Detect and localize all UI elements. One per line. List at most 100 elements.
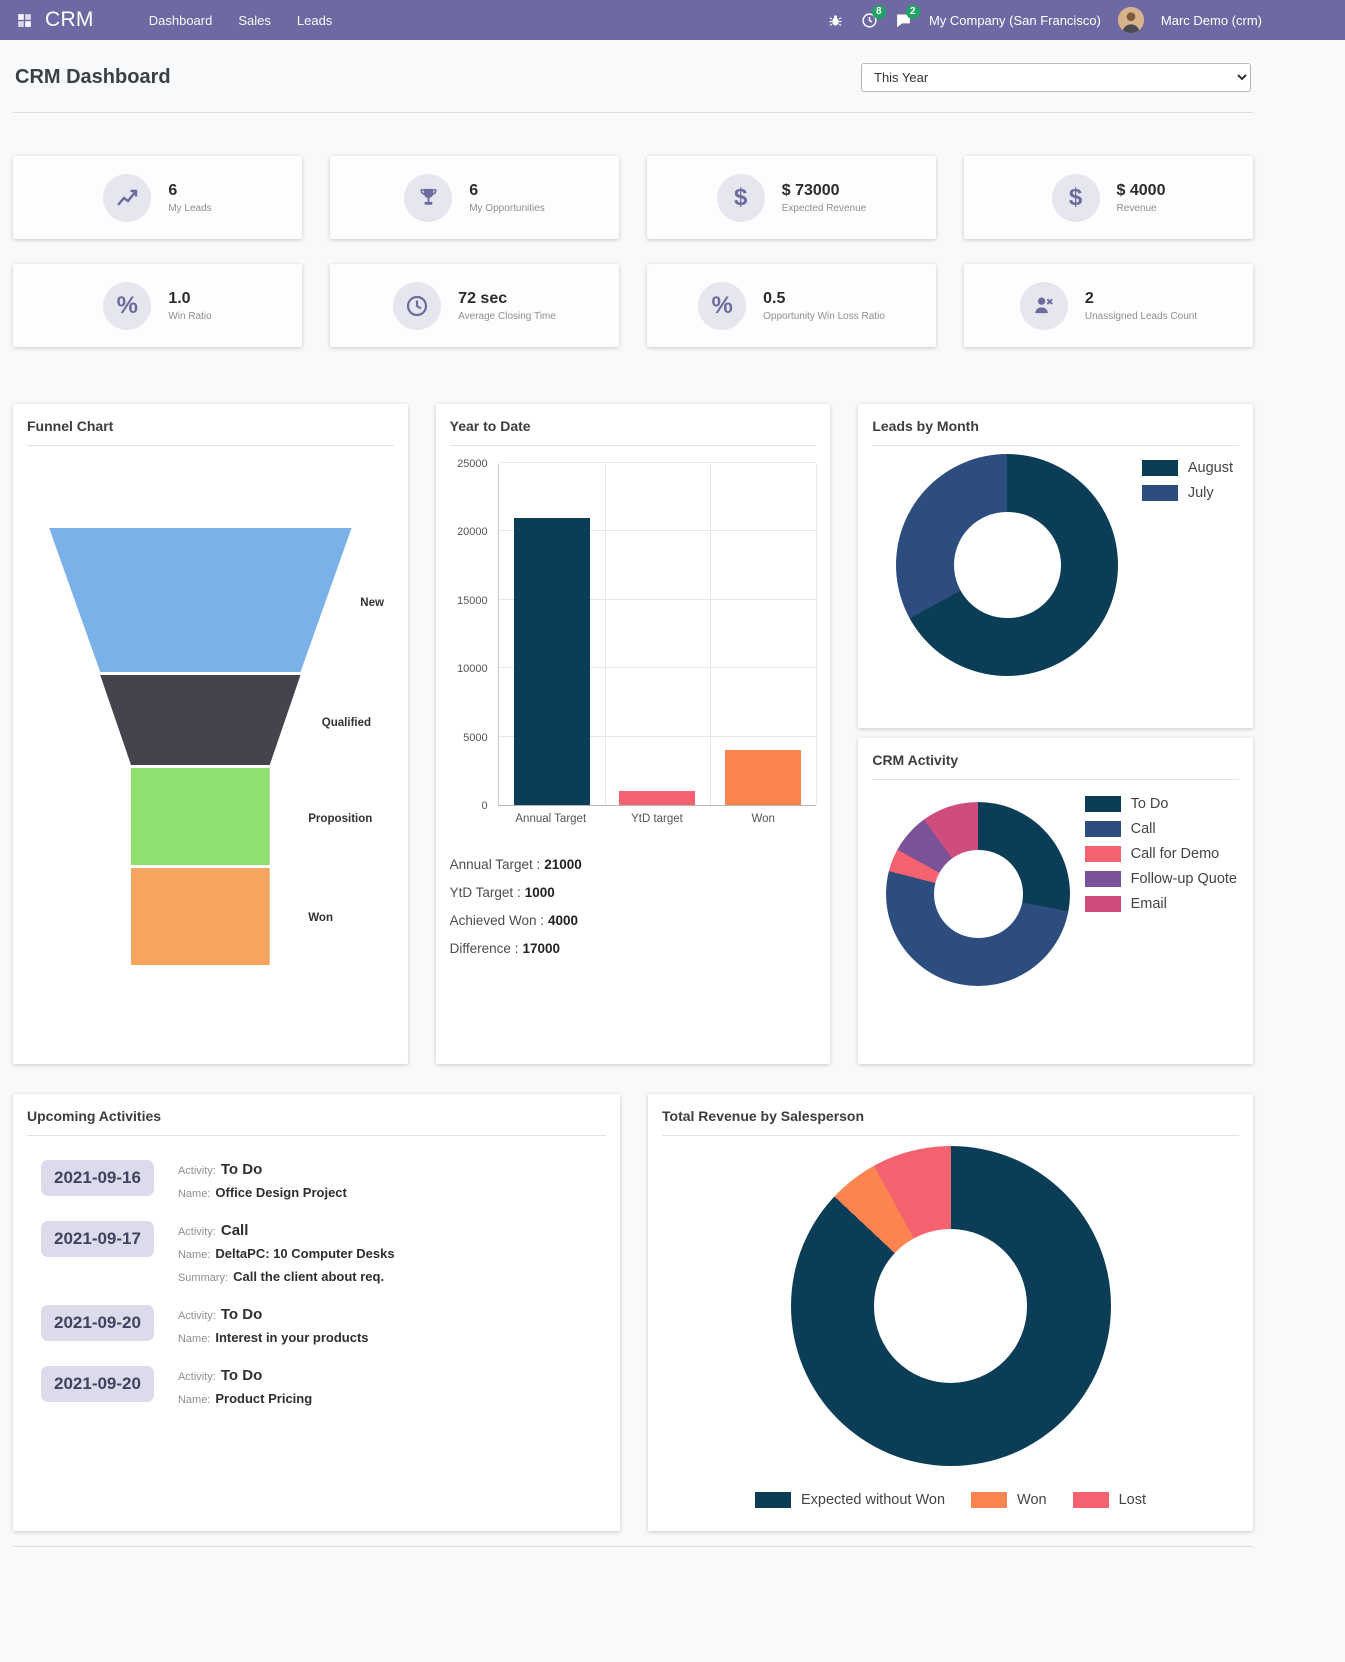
activity-type: To Do xyxy=(220,1306,263,1323)
panel-divider xyxy=(662,1135,1239,1136)
crm-activity-panel: CRM Activity To Do Call Call for Demo Follo… xyxy=(858,738,1253,1064)
legend-item[interactable]: August xyxy=(1141,460,1233,476)
right-chart-column: Leads by Month August July CRM Activity T… xyxy=(858,404,1253,1064)
leads-by-month-donut xyxy=(896,454,1119,676)
activity-row[interactable]: 2021-09-20 Activity: To Do Name: Product Pri… xyxy=(41,1366,606,1408)
activity-info: Activity: To Do Name: Interest in your prod… xyxy=(178,1305,369,1347)
kpi-card-win-ratio[interactable]: % 1.0 Win Ratio xyxy=(13,264,302,347)
app-brand[interactable]: CRM xyxy=(45,8,94,31)
legend-item[interactable]: Follow-up Quote xyxy=(1084,871,1237,887)
legend-item[interactable]: Won xyxy=(971,1492,1047,1508)
bug-icon[interactable] xyxy=(827,12,844,29)
activity-name-line: Name: Product Pricing xyxy=(178,1390,312,1408)
kpi-label: Revenue xyxy=(1116,202,1157,214)
page-header: CRM Dashboard This Year xyxy=(13,40,1253,112)
dollar-icon: $ xyxy=(716,173,765,222)
legend-swatch xyxy=(971,1492,1008,1508)
funnel-stage-label: Proposition xyxy=(308,812,372,825)
bottom-row: Upcoming Activities 2021-09-16 Activity: T… xyxy=(13,1094,1253,1531)
x-tick-label: Won xyxy=(751,813,775,825)
menu-sales[interactable]: Sales xyxy=(238,12,271,28)
kpi-label: Opportunity Win Loss Ratio xyxy=(763,310,885,322)
activity-row[interactable]: 2021-09-17 Activity: Call Name: DeltaPC: 10 … xyxy=(41,1221,606,1286)
y-tick-label: 20000 xyxy=(457,526,488,539)
activity-info: Activity: To Do Name: Office Design Project xyxy=(178,1160,347,1202)
kpi-value: $ 73000 xyxy=(781,181,840,199)
bar-ytd-target xyxy=(619,791,696,805)
field-label-activity: Activity: xyxy=(177,1310,216,1322)
kpi-card-revenue[interactable]: $ $ 4000 Revenue xyxy=(964,156,1253,239)
legend-label: Lost xyxy=(1118,1492,1146,1508)
clock-icon xyxy=(393,281,442,330)
kpi-value: 2 xyxy=(1084,289,1094,307)
legend-item[interactable]: July xyxy=(1141,485,1233,501)
legend-swatch xyxy=(1084,796,1121,812)
gridline-vertical xyxy=(710,464,712,805)
legend-item[interactable]: To Do xyxy=(1084,796,1237,812)
field-label-name: Name: xyxy=(177,1333,211,1345)
kpi-card-average-closing-time[interactable]: 72 sec Average Closing Time xyxy=(330,264,619,347)
user-x-icon xyxy=(1019,281,1068,330)
user-menu[interactable]: Marc Demo (crm) xyxy=(1160,12,1262,28)
field-label-summary: Summary: xyxy=(177,1272,229,1284)
kpi-card-my-leads[interactable]: 6 My Leads xyxy=(13,156,302,239)
revenue-by-salesperson-panel: Total Revenue by Salesperson Expected wi… xyxy=(648,1094,1253,1531)
avatar[interactable] xyxy=(1117,7,1144,33)
navbar-right: 8 2 My Company (San Francisco) Marc Demo… xyxy=(827,4,1262,33)
percent-icon: % xyxy=(103,281,152,330)
header-divider xyxy=(13,112,1253,113)
activity-row[interactable]: 2021-09-16 Activity: To Do Name: Office Desi… xyxy=(41,1160,606,1202)
activity-type: Call xyxy=(220,1222,249,1239)
bar-won xyxy=(725,750,802,805)
activity-type-line: Activity: To Do xyxy=(178,1367,312,1385)
legend-item[interactable]: Call for Demo xyxy=(1084,846,1237,862)
menu-dashboard[interactable]: Dashboard xyxy=(148,12,213,28)
legend-label: Follow-up Quote xyxy=(1130,871,1237,887)
legend-label: Won xyxy=(1017,1492,1047,1508)
line-chart-icon xyxy=(103,173,152,222)
summary-value: 4000 xyxy=(547,913,579,928)
funnel-stage-label: New xyxy=(360,596,385,609)
gridline-vertical xyxy=(604,464,606,805)
activity-row[interactable]: 2021-09-20 Activity: To Do Name: Interest in… xyxy=(41,1305,606,1347)
kpi-value: 6 xyxy=(168,181,178,199)
footer-divider xyxy=(13,1546,1253,1547)
kpi-card-my-opportunities[interactable]: 6 My Opportunities xyxy=(330,156,619,239)
revenue-by-salesperson-donut xyxy=(790,1146,1111,1466)
gridline xyxy=(498,735,817,737)
funnel-segment-new xyxy=(49,528,352,672)
legend-item[interactable]: Expected without Won xyxy=(755,1492,945,1508)
funnel-segment-qualified xyxy=(100,675,301,765)
ytd-yaxis: 0 5000 10000 15000 20000 25000 xyxy=(450,458,498,812)
x-tick-label: Annual Target xyxy=(515,813,587,825)
y-tick-label: 15000 xyxy=(457,594,488,607)
company-switcher[interactable]: My Company (San Francisco) xyxy=(928,12,1101,28)
activity-info: Activity: To Do Name: Product Pricing xyxy=(178,1366,312,1408)
summary-label: Achieved Won : xyxy=(449,913,544,928)
legend-item[interactable]: Lost xyxy=(1072,1492,1146,1508)
legend-item[interactable]: Call xyxy=(1084,821,1237,837)
panel-divider xyxy=(872,445,1239,446)
kpi-card-unassigned-leads[interactable]: 2 Unassigned Leads Count xyxy=(964,264,1253,347)
period-select[interactable]: This Year xyxy=(861,63,1251,92)
period-filter: This Year xyxy=(861,63,1251,92)
activity-summary: Call the client about req. xyxy=(233,1269,385,1284)
panel-title: Total Revenue by Salesperson xyxy=(662,1108,865,1124)
kpi-card-expected-revenue[interactable]: $ $ 73000 Expected Revenue xyxy=(647,156,936,239)
kpi-card-opportunity-win-loss-ratio[interactable]: % 0.5 Opportunity Win Loss Ratio xyxy=(647,264,936,347)
activity-name-line: Name: DeltaPC: 10 Computer Desks xyxy=(178,1245,395,1263)
page-title: CRM Dashboard xyxy=(15,66,171,88)
apps-grid-icon[interactable] xyxy=(16,12,33,29)
messages-chat-icon[interactable]: 2 xyxy=(895,4,920,29)
menu-leads[interactable]: Leads xyxy=(296,12,333,28)
field-label-activity: Activity: xyxy=(177,1226,216,1238)
legend-item[interactable]: Email xyxy=(1084,896,1237,912)
trophy-icon xyxy=(404,173,453,222)
kpi-grid: 6 My Leads 6 My Opportunities $ $ 73 xyxy=(13,156,1253,347)
legend-swatch xyxy=(755,1492,791,1508)
summary-ytd-target: YtD Target :1000 xyxy=(450,885,817,900)
legend-swatch xyxy=(1141,485,1178,501)
main-menu: Dashboard Sales Leads xyxy=(149,13,333,28)
kpi-label: My Opportunities xyxy=(469,202,545,214)
activities-clock-icon[interactable]: 8 xyxy=(861,4,886,29)
